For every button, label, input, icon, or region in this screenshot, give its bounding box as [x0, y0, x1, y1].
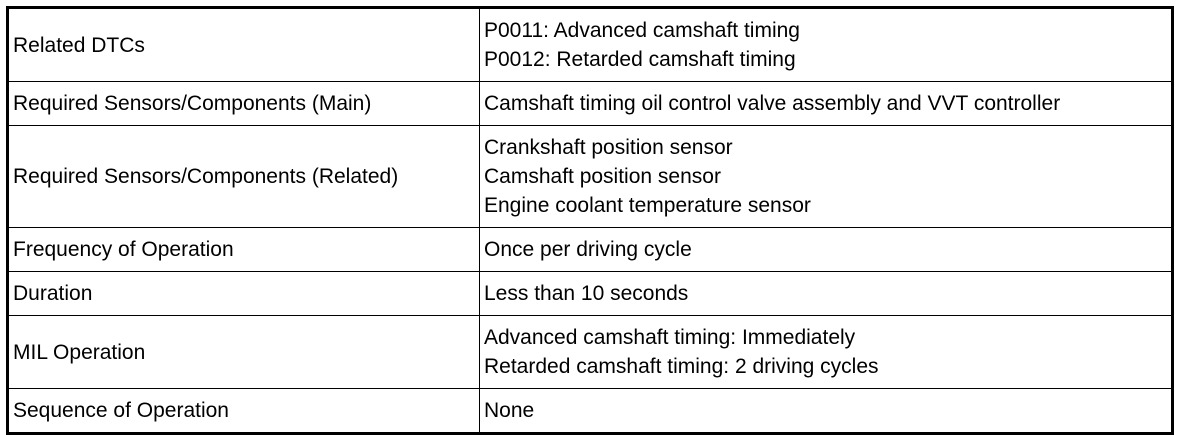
value-line: Engine coolant temperature sensor	[484, 194, 811, 217]
row-label: Duration	[7, 271, 480, 316]
row-value: P0011: Advanced camshaft timing P0012: Re…	[479, 7, 1173, 82]
row-value: Crankshaft position sensor Camshaft posit…	[479, 125, 1173, 228]
value-line: Retarded camshaft timing: 2 driving cycl…	[484, 355, 879, 378]
table-row: Duration Less than 10 seconds	[7, 271, 1173, 316]
row-value: Once per driving cycle	[479, 227, 1173, 272]
row-label: Related DTCs	[7, 7, 480, 82]
table-row: MIL Operation Advanced camshaft timing: I…	[7, 315, 1173, 389]
row-label: MIL Operation	[7, 315, 480, 389]
table-body: Related DTCs P0011: Advanced camshaft tim…	[7, 7, 1173, 434]
row-value: Advanced camshaft timing: Immediately Ret…	[479, 315, 1173, 389]
row-value: None	[479, 388, 1173, 434]
row-label: Sequence of Operation	[7, 388, 480, 434]
table-row: Required Sensors/Components (Related) Cra…	[7, 125, 1173, 228]
value-line: Camshaft timing oil control valve assemb…	[484, 92, 1061, 115]
row-value: Camshaft timing oil control valve assemb…	[479, 81, 1173, 126]
table-row: Required Sensors/Components (Main) Camsha…	[7, 81, 1173, 126]
table-row: Sequence of Operation None	[7, 388, 1173, 434]
value-line: Crankshaft position sensor	[484, 136, 733, 159]
row-label: Required Sensors/Components (Related)	[7, 125, 480, 228]
value-line: None	[484, 399, 535, 422]
row-label: Frequency of Operation	[7, 227, 480, 272]
row-label: Required Sensors/Components (Main)	[7, 81, 480, 126]
row-value: Less than 10 seconds	[479, 271, 1173, 316]
table-row: Related DTCs P0011: Advanced camshaft tim…	[7, 7, 1173, 82]
value-line: Less than 10 seconds	[484, 282, 689, 305]
table-row: Frequency of Operation Once per driving c…	[7, 227, 1173, 272]
value-line: P0011: Advanced camshaft timing	[484, 19, 800, 42]
value-line: Camshaft position sensor	[484, 165, 721, 188]
value-line: Once per driving cycle	[484, 238, 692, 261]
value-line: P0012: Retarded camshaft timing	[484, 48, 796, 71]
value-line: Advanced camshaft timing: Immediately	[484, 326, 856, 349]
info-table: Related DTCs P0011: Advanced camshaft tim…	[6, 6, 1174, 435]
